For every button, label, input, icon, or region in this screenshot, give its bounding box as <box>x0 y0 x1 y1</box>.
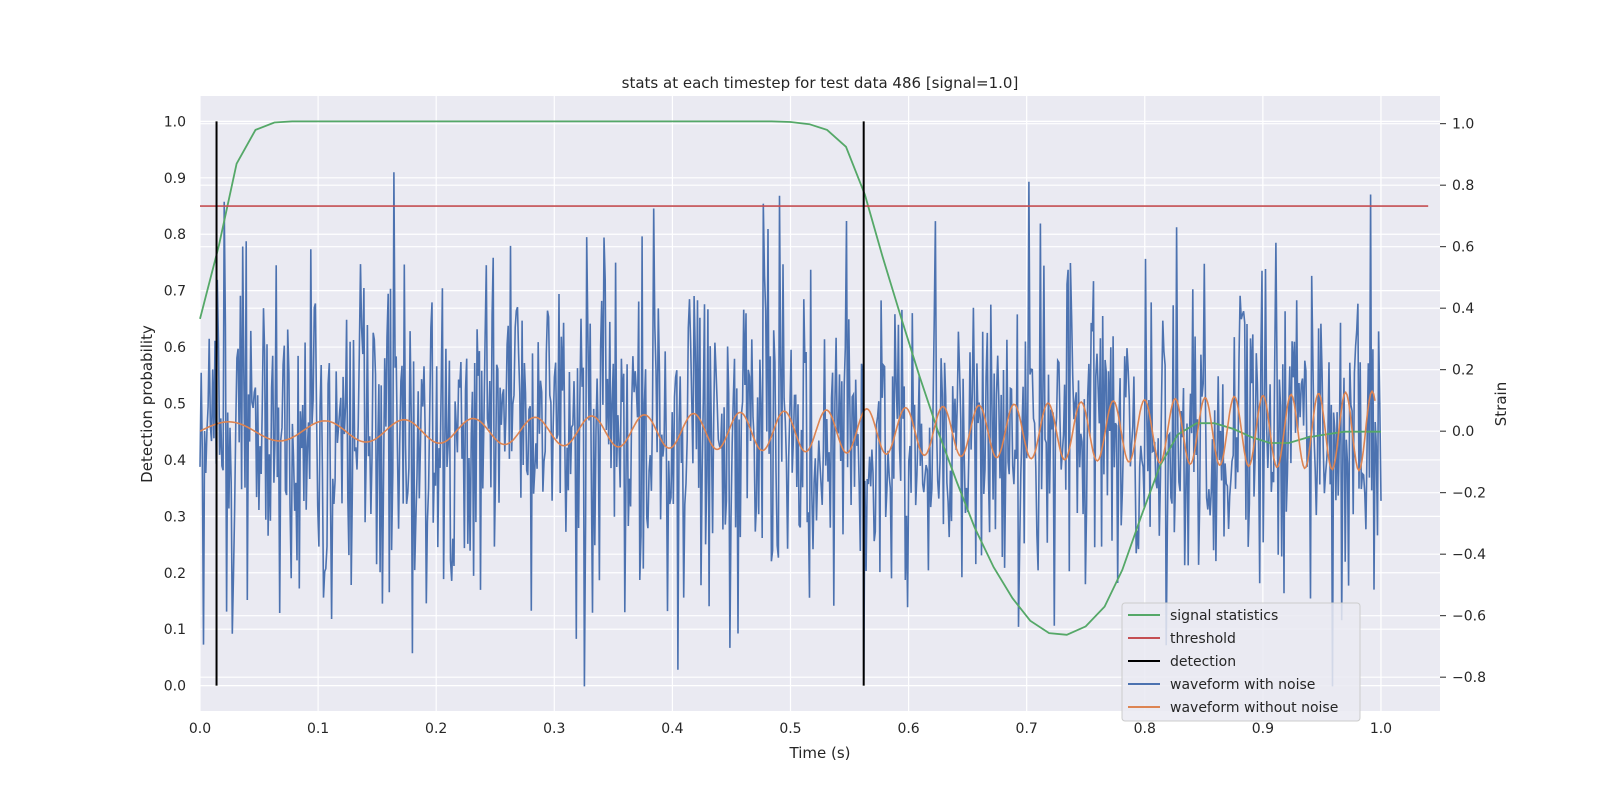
x-tick-label: 0.7 <box>1016 721 1038 737</box>
y-tick-label: 0.6 <box>164 340 186 356</box>
y2-tick-label: −0.4 <box>1452 547 1486 563</box>
legend-label-detection: detection <box>1170 654 1236 670</box>
y2-tick-label: −0.2 <box>1452 486 1486 502</box>
legend-label-waveform-without-noise: waveform without noise <box>1170 700 1338 716</box>
y-tick-label: 1.0 <box>164 114 186 130</box>
chart-title: stats at each timestep for test data 486… <box>622 74 1019 92</box>
y-axis-ticks: 0.0 0.1 0.2 0.3 0.4 0.5 0.6 0.7 0.8 0.9 1.0 <box>164 114 186 694</box>
y-tick-label: 0.3 <box>164 509 186 525</box>
x-tick-label: 0.1 <box>307 721 329 737</box>
y2-tick-label: −0.6 <box>1452 609 1486 625</box>
x-tick-label: 0.4 <box>661 721 683 737</box>
y2-axis-ticks: −0.8 −0.6 −0.4 −0.2 0.0 0.2 0.4 0.6 0.8 1.0 <box>1440 117 1486 686</box>
y2-tick-label: 0.6 <box>1452 240 1474 256</box>
x-tick-label: 0.2 <box>425 721 447 737</box>
x-axis-label: Time (s) <box>789 744 851 762</box>
y-tick-label: 0.7 <box>164 284 186 300</box>
y-tick-label: 0.5 <box>164 397 186 413</box>
legend: signal statistics threshold detection wa… <box>1121 602 1361 722</box>
legend-box <box>1121 602 1361 722</box>
x-tick-label: 0.5 <box>779 721 801 737</box>
y-tick-label: 0.8 <box>164 227 186 243</box>
x-tick-label: 0.0 <box>189 721 211 737</box>
x-tick-label: 1.0 <box>1370 721 1392 737</box>
x-tick-label: 0.8 <box>1134 721 1156 737</box>
y2-tick-label: 0.0 <box>1452 424 1474 440</box>
legend-label-threshold: threshold <box>1170 631 1236 647</box>
y-tick-label: 0.4 <box>164 453 186 469</box>
series-waveform-without-noise <box>199 389 1376 472</box>
x-axis-ticks: 0.0 0.1 0.2 0.3 0.4 0.5 0.6 0.7 0.8 0.9 1.0 <box>189 721 1392 737</box>
y2-tick-label: −0.8 <box>1452 670 1486 686</box>
series-signal-statistics <box>199 120 1381 636</box>
y2-tick-label: 0.8 <box>1452 178 1474 194</box>
y-tick-label: 0.0 <box>164 679 186 695</box>
x-tick-label: 0.3 <box>543 721 565 737</box>
series-waveform-with-noise <box>199 172 1382 687</box>
series-layer <box>199 120 1429 687</box>
x-tick-label: 0.6 <box>897 721 919 737</box>
y2-axis-label: Strain <box>1492 382 1510 426</box>
y-axis-label: Detection probability <box>138 325 156 483</box>
legend-label-signal-statistics: signal statistics <box>1170 608 1278 624</box>
y2-tick-label: 0.4 <box>1452 301 1474 317</box>
legend-label-waveform-with-noise: waveform with noise <box>1170 677 1315 693</box>
x-tick-label: 0.9 <box>1252 721 1274 737</box>
y2-tick-label: 1.0 <box>1452 117 1474 133</box>
y-tick-label: 0.9 <box>164 171 186 187</box>
y2-tick-label: 0.2 <box>1452 363 1474 379</box>
y-tick-label: 0.2 <box>164 566 186 582</box>
y-tick-label: 0.1 <box>164 622 186 638</box>
